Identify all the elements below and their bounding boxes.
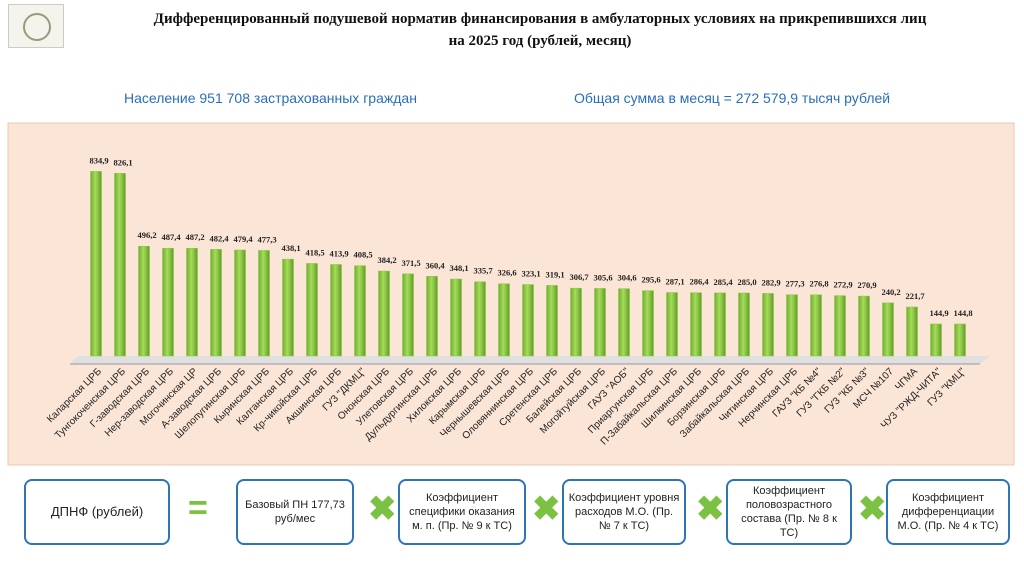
value-label: 335,7: [473, 266, 493, 276]
value-label: 295,6: [641, 275, 660, 285]
value-label: 305,6: [593, 272, 612, 282]
floor: [70, 356, 990, 364]
bar: [762, 293, 774, 357]
bar: [282, 258, 294, 357]
value-label: 418,5: [305, 247, 324, 257]
population-note: Население 951 708 застрахованных граждан: [124, 90, 417, 106]
value-label: 496,2: [137, 230, 156, 240]
value-label: 285,0: [737, 277, 756, 287]
bar: [714, 292, 726, 357]
formula-result: ДПНФ (рублей): [24, 479, 170, 545]
value-label: 277,3: [785, 279, 804, 289]
bar: [498, 283, 510, 357]
logo: [8, 4, 64, 48]
bar: [330, 264, 342, 357]
bar: [306, 263, 318, 357]
bar: [186, 248, 198, 357]
value-label: 384,2: [377, 255, 396, 265]
times-sign: ✖: [368, 490, 397, 528]
formula-term: Коэффициент специфики оказания м. п. (Пр…: [398, 479, 526, 545]
value-label: 144,9: [929, 308, 948, 318]
bar: [642, 290, 654, 357]
value-label: 221,7: [905, 291, 925, 301]
bar: [378, 270, 390, 357]
value-label: 240,2: [881, 287, 900, 297]
value-label: 408,5: [353, 250, 372, 260]
bar: [666, 292, 678, 357]
value-label: 487,4: [161, 232, 181, 242]
bar: [402, 273, 414, 357]
total-note: Общая сумма в месяц = 272 579,9 тысяч ру…: [574, 90, 891, 106]
value-label: 287,1: [665, 276, 684, 286]
times-sign: ✖: [532, 490, 561, 528]
chart-panel: [7, 122, 1015, 466]
value-label: 360,4: [425, 260, 445, 270]
bar: [690, 292, 702, 357]
formula-term: Коэффициент уровня расходов М.О. (Пр. № …: [562, 479, 686, 545]
value-label: 272,9: [833, 280, 852, 290]
bar: [954, 323, 966, 357]
value-label: 323,1: [521, 269, 540, 279]
times-sign: ✖: [696, 490, 725, 528]
bar: [546, 285, 558, 357]
bar: [138, 246, 150, 357]
value-label: 286,4: [689, 277, 709, 287]
bar: [594, 288, 606, 357]
bar: [258, 250, 270, 357]
value-label: 144,8: [953, 308, 972, 318]
bar: [882, 302, 894, 357]
value-label: 834,9: [89, 155, 108, 165]
bar: [234, 249, 246, 357]
value-label: 282,9: [761, 277, 780, 287]
value-label: 276,8: [809, 279, 828, 289]
chart-subtitle: на 2025 год (рублей, месяц): [448, 33, 632, 49]
value-label: 348,1: [449, 263, 468, 273]
bar: [810, 294, 822, 357]
bar: [90, 171, 102, 357]
bar: [930, 323, 942, 357]
bar: [450, 278, 462, 357]
value-label: 826,1: [113, 157, 132, 167]
bar: [570, 287, 582, 357]
bar: [354, 265, 366, 357]
value-label: 479,4: [233, 234, 253, 244]
value-label: 477,3: [257, 234, 276, 244]
bar: [858, 295, 870, 357]
bar: [210, 249, 222, 357]
value-label: 438,1: [281, 243, 300, 253]
times-sign: ✖: [858, 490, 887, 528]
formula-term: Коэффициент половозрастного состава (Пр.…: [726, 479, 852, 545]
value-label: 319,1: [545, 269, 564, 279]
bar: [738, 292, 750, 357]
value-label: 285,4: [713, 277, 733, 287]
bar: [522, 284, 534, 357]
value-label: 413,9: [329, 248, 348, 258]
value-label: 371,5: [401, 258, 420, 268]
value-label: 270,9: [857, 280, 876, 290]
value-label: 482,4: [209, 233, 229, 243]
chart-title: Дифференцированный подушевой норматив фи…: [153, 11, 927, 27]
bar: [162, 247, 174, 357]
value-label: 487,2: [185, 232, 204, 242]
bar: [114, 173, 126, 357]
equals-sign: =: [188, 489, 208, 527]
value-label: 306,7: [569, 272, 589, 282]
bar: [474, 281, 486, 357]
formula-term: Базовый ПН 177,73 руб/мес: [236, 479, 354, 545]
value-label: 304,6: [617, 273, 636, 283]
title-block: Дифференцированный подушевой норматив фи…: [150, 8, 930, 52]
bar: [834, 295, 846, 357]
formula-term: Коэффициент дифференциации М.О. (Пр. № 4…: [886, 479, 1010, 545]
bar: [618, 288, 630, 357]
bar: [906, 306, 918, 357]
bar: [786, 294, 798, 357]
value-label: 326,6: [497, 268, 516, 278]
bar: [426, 276, 438, 357]
